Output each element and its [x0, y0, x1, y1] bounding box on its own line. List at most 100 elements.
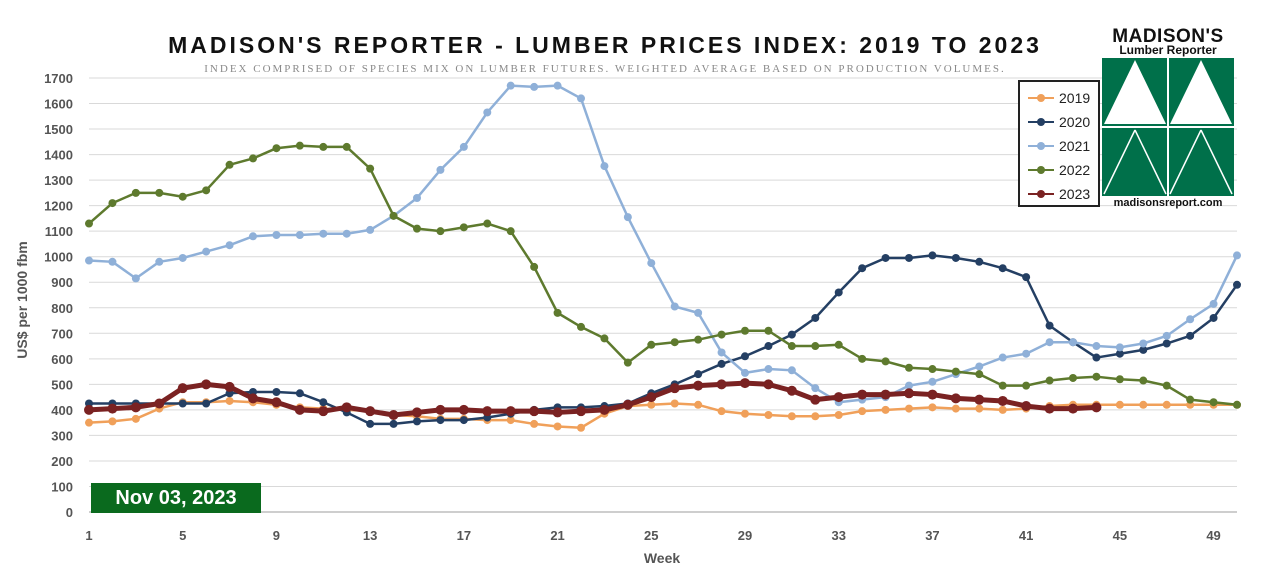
data-point-2020: [834, 288, 843, 297]
data-point-2020: [764, 342, 773, 351]
data-point-2021: [413, 193, 421, 202]
data-point-2020: [951, 253, 960, 262]
data-point-2022: [366, 164, 375, 173]
x-tick-label: 33: [831, 528, 845, 543]
y-tick-label: 1200: [44, 199, 73, 214]
data-point-2022: [670, 338, 679, 347]
data-point-2023: [646, 392, 657, 403]
x-tick-label: 9: [273, 528, 280, 543]
data-point-2020: [881, 253, 890, 262]
data-point-2019: [670, 399, 679, 408]
data-point-2023: [154, 398, 165, 409]
series-lines: [84, 81, 1241, 432]
data-point-2022: [530, 262, 539, 271]
data-point-2021: [342, 229, 351, 238]
data-point-2019: [225, 396, 234, 405]
x-tick-label: 37: [925, 528, 939, 543]
y-tick-label: 200: [51, 454, 73, 469]
legend: 2019 2020 2021 2022 2023: [1018, 80, 1100, 207]
data-point-2021: [436, 165, 445, 174]
data-point-2022: [483, 219, 492, 228]
data-point-2020: [1022, 273, 1031, 282]
y-tick-label: 1300: [44, 173, 73, 188]
data-point-2021: [459, 142, 468, 151]
data-point-2023: [552, 407, 563, 418]
data-point-2022: [108, 199, 117, 208]
data-point-2023: [458, 404, 469, 415]
series-2019: [85, 396, 1241, 432]
data-point-2023: [84, 404, 94, 415]
data-point-2019: [717, 407, 726, 416]
data-point-2023: [177, 383, 188, 394]
legend-label-2020: 2020: [1059, 114, 1091, 130]
data-point-2021: [905, 381, 913, 390]
data-point-2022: [413, 224, 421, 233]
data-point-2022: [905, 363, 913, 372]
data-point-2019: [553, 422, 562, 431]
data-point-2021: [1045, 338, 1054, 347]
x-axis-label: Week: [643, 550, 681, 566]
data-point-2023: [505, 406, 516, 417]
data-point-2021: [694, 308, 703, 317]
logo-name: MADISON'S: [1112, 26, 1224, 47]
data-point-2021: [1115, 343, 1124, 352]
data-point-2022: [202, 186, 211, 195]
series-2022: [85, 141, 1241, 409]
logo-subtitle: Lumber Reporter: [1119, 43, 1217, 57]
data-point-2019: [834, 410, 843, 419]
data-point-2023: [107, 403, 118, 414]
legend-label-2021: 2021: [1059, 138, 1091, 154]
data-point-2019: [506, 416, 515, 425]
x-tick-label: 13: [363, 528, 377, 543]
data-point-2021: [506, 81, 515, 90]
data-point-2023: [786, 385, 797, 396]
data-point-2021: [155, 257, 164, 266]
data-point-2023: [388, 409, 399, 420]
data-point-2021: [366, 225, 375, 234]
y-axis-ticks: 0 100 200 300 400 500 600 700 800 900 1000 1100 1200…: [44, 71, 73, 520]
data-point-2022: [600, 334, 609, 343]
data-point-2020: [1045, 321, 1054, 330]
data-point-2019: [530, 419, 539, 428]
data-point-2021: [787, 366, 796, 375]
data-point-2022: [577, 322, 585, 331]
logo-tree-top-left: [1104, 60, 1166, 124]
y-tick-label: 800: [51, 301, 73, 316]
data-point-2021: [975, 362, 984, 371]
data-point-2020: [1092, 353, 1101, 362]
data-point-2019: [647, 400, 656, 409]
data-point-2022: [85, 219, 93, 228]
data-point-2023: [201, 379, 212, 390]
data-point-2023: [294, 404, 305, 415]
data-point-2023: [224, 381, 235, 392]
data-point-2019: [975, 404, 984, 413]
data-point-2021: [1162, 331, 1171, 340]
data-point-2023: [529, 406, 540, 417]
data-point-2020: [1139, 345, 1148, 354]
x-tick-label: 41: [1019, 528, 1033, 543]
data-point-2021: [600, 162, 609, 171]
data-point-2022: [858, 354, 867, 363]
y-tick-label: 1600: [44, 97, 73, 112]
data-point-2022: [787, 342, 796, 351]
data-point-2019: [881, 405, 890, 414]
data-point-2023: [810, 394, 821, 405]
legend-swatch-2021: [1028, 142, 1054, 150]
data-point-2022: [1069, 373, 1077, 382]
series-2021: [85, 81, 1241, 407]
legend-item-2023: 2023: [1028, 184, 1100, 204]
data-point-2021: [272, 231, 281, 240]
data-point-2022: [436, 227, 445, 236]
data-point-2023: [950, 393, 961, 404]
data-point-2023: [669, 383, 680, 394]
data-point-2022: [1209, 398, 1218, 407]
data-point-2020: [741, 352, 749, 361]
data-point-2022: [155, 188, 164, 197]
y-tick-label: 500: [51, 377, 73, 392]
legend-label-2022: 2022: [1059, 162, 1091, 178]
data-point-2021: [108, 257, 117, 266]
data-point-2023: [763, 379, 774, 390]
data-point-2022: [811, 342, 820, 351]
data-point-2019: [764, 410, 773, 419]
